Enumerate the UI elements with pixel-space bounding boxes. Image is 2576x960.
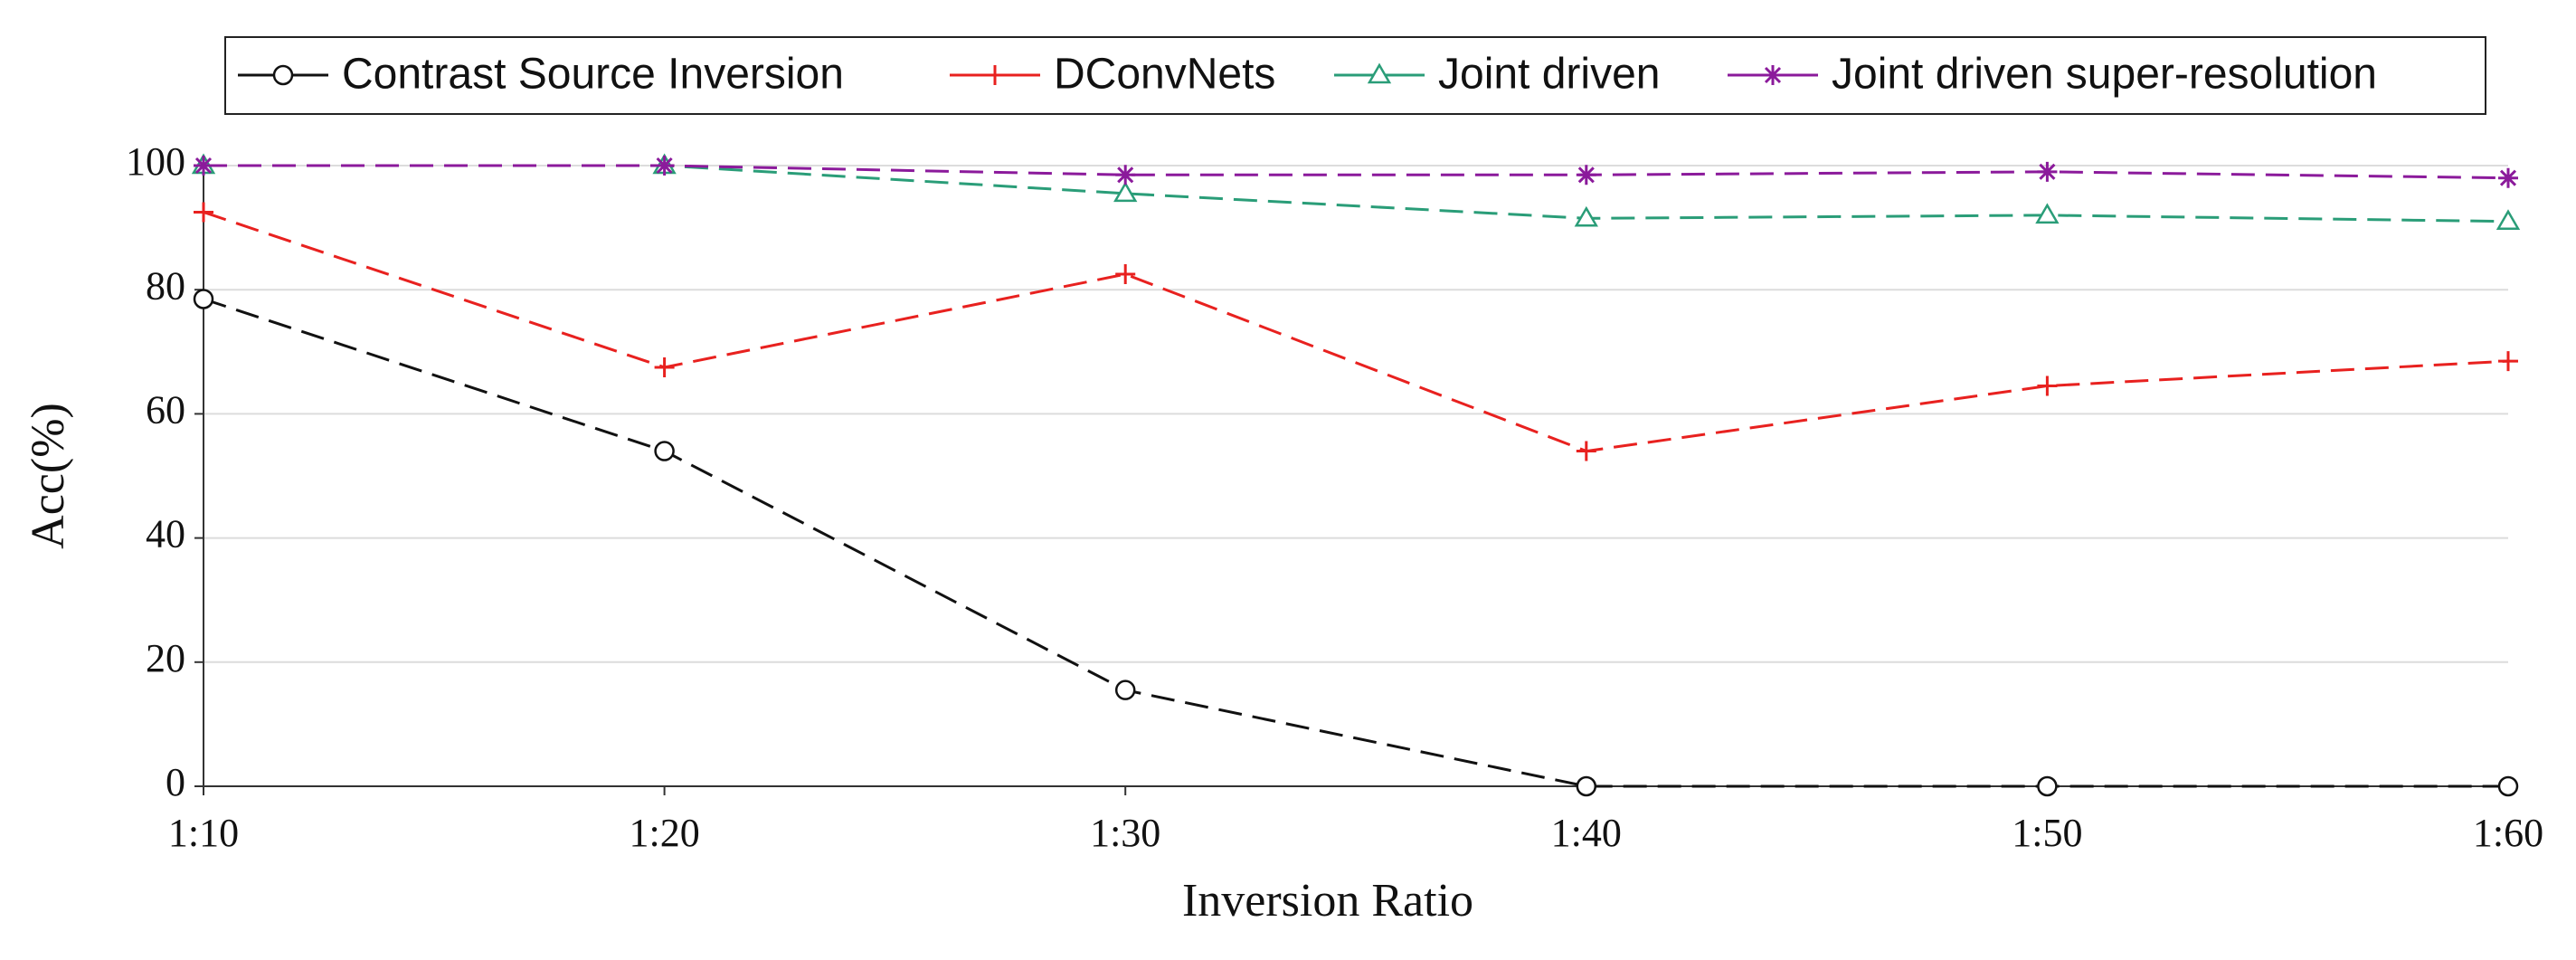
marker — [1113, 181, 1138, 203]
marker — [272, 64, 294, 86]
marker — [654, 441, 675, 461]
marker — [193, 289, 214, 309]
x-tick-label: 1:30 — [1090, 811, 1160, 855]
marker — [1115, 264, 1136, 285]
marker — [1115, 165, 1136, 185]
x-tick-label: 1:60 — [2473, 811, 2543, 855]
series-line — [204, 164, 2509, 180]
marker — [2496, 209, 2521, 230]
y-tick-label: 60 — [146, 387, 185, 432]
legend-label: Joint driven — [1438, 51, 1660, 99]
marker — [1574, 205, 1598, 227]
series-line — [203, 298, 2508, 788]
marker — [194, 156, 213, 176]
marker — [985, 65, 1005, 85]
marker — [2498, 351, 2518, 372]
legend-label: Contrast Source Inversion — [342, 51, 844, 99]
y-tick-label: 100 — [126, 139, 185, 184]
y-tick-label: 80 — [146, 263, 185, 308]
x-tick-label: 1:40 — [1551, 811, 1622, 855]
legend-label: DConvNets — [1054, 51, 1275, 99]
marker — [2498, 167, 2518, 188]
x-tick-label: 1:20 — [629, 811, 699, 855]
y-axis-label: Acc(%) — [23, 403, 74, 549]
x-axis-label: Inversion Ratio — [1182, 875, 1473, 927]
y-tick-label: 0 — [166, 760, 185, 804]
marker — [2037, 775, 2058, 797]
marker — [1576, 441, 1596, 461]
marker — [2497, 775, 2519, 797]
marker — [654, 156, 675, 176]
marker — [1576, 775, 1597, 797]
marker — [1367, 62, 1392, 84]
series-line — [203, 211, 2509, 453]
x-tick-label: 1:50 — [2012, 811, 2082, 855]
marker — [2035, 203, 2060, 224]
marker — [1576, 165, 1596, 185]
x-tick-label: 1:10 — [168, 811, 239, 855]
y-tick-label: 20 — [146, 636, 185, 680]
legend-label: Joint driven super-resolution — [1832, 51, 2377, 99]
marker — [654, 356, 675, 377]
marker — [1763, 65, 1783, 85]
marker — [194, 202, 213, 223]
marker — [2037, 375, 2058, 396]
marker — [1114, 680, 1136, 700]
marker — [2037, 161, 2058, 182]
y-tick-label: 40 — [146, 512, 185, 556]
